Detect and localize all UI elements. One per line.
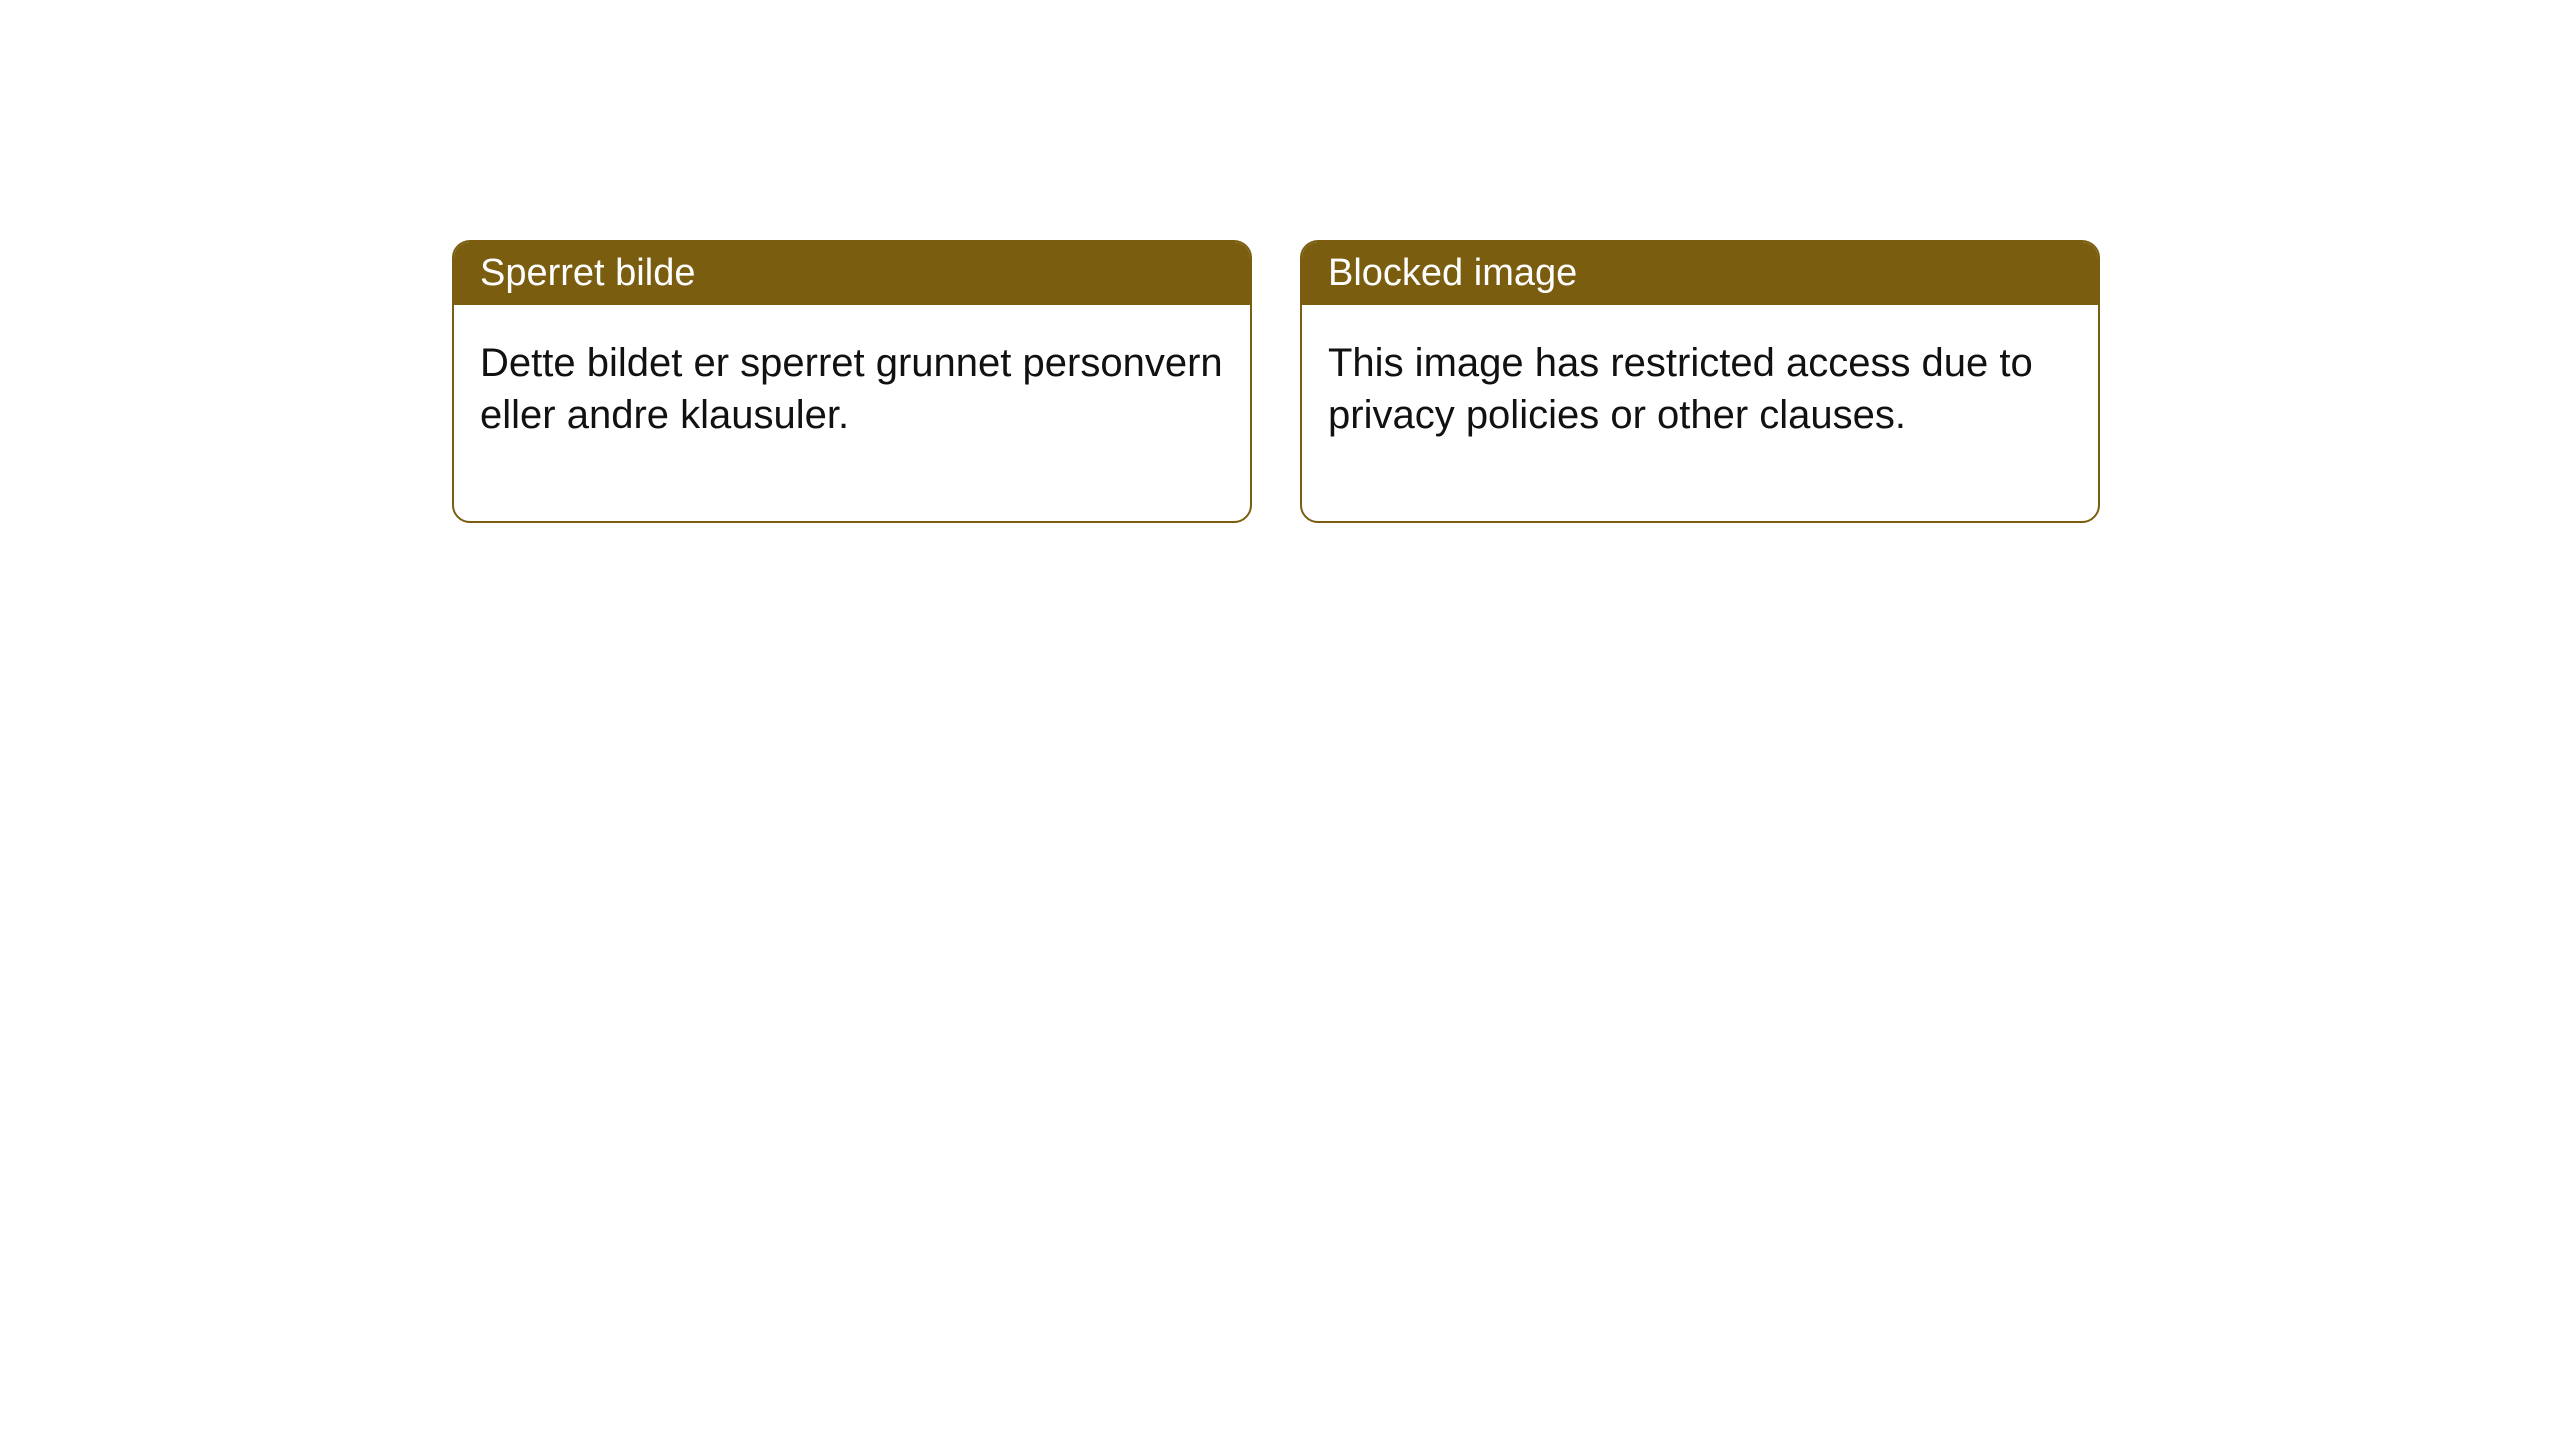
notice-card-norwegian: Sperret bilde Dette bildet er sperret gr… xyxy=(452,240,1252,523)
notice-title-english: Blocked image xyxy=(1302,242,2098,305)
notice-message-english: This image has restricted access due to … xyxy=(1302,305,2098,521)
notice-message-norwegian: Dette bildet er sperret grunnet personve… xyxy=(454,305,1250,521)
notice-card-english: Blocked image This image has restricted … xyxy=(1300,240,2100,523)
notice-container: Sperret bilde Dette bildet er sperret gr… xyxy=(0,0,2560,523)
notice-title-norwegian: Sperret bilde xyxy=(454,242,1250,305)
